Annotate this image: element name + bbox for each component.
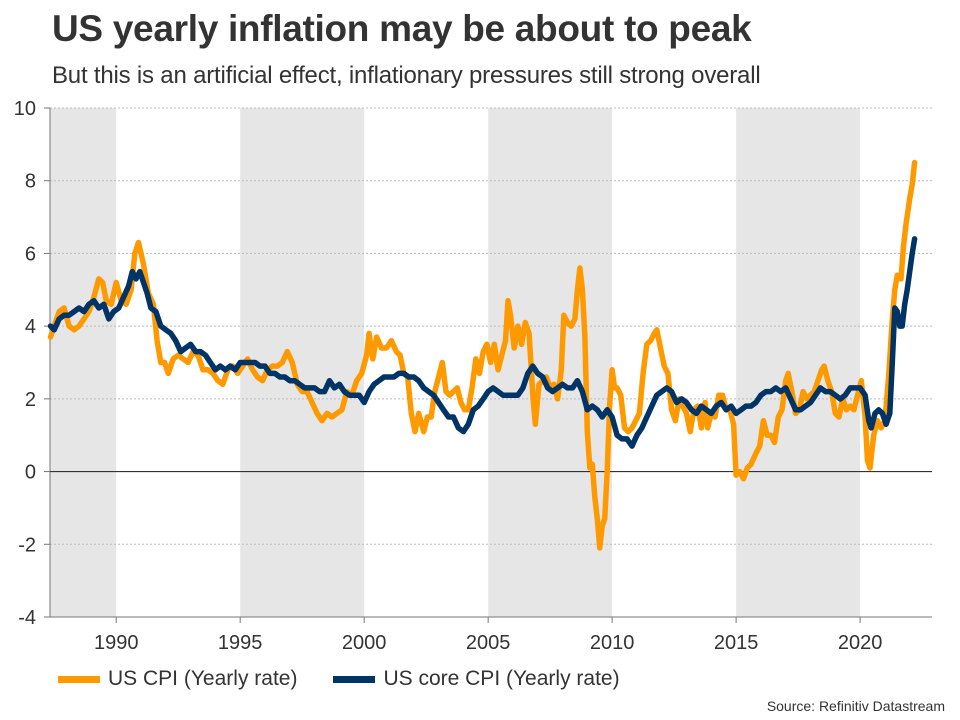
chart-subtitle: But this is an artificial effect, inflat… — [52, 62, 761, 89]
y-tick-label: 0 — [25, 462, 36, 484]
x-tick-label: 2015 — [714, 632, 759, 654]
legend-swatch-core-cpi — [333, 675, 376, 683]
y-tick-label: 4 — [25, 316, 36, 338]
x-tick-label: 2005 — [466, 632, 511, 654]
series-line-core-cpi — [47, 236, 918, 449]
y-tick-label: 6 — [25, 243, 36, 265]
series-lines — [47, 159, 918, 551]
x-tick-label: 2000 — [342, 632, 387, 654]
legend-item-cpi: US CPI (Yearly rate) — [58, 667, 297, 691]
shaded-band — [736, 108, 861, 617]
shaded-band — [240, 108, 365, 617]
x-tick-label: 1995 — [218, 632, 263, 654]
legend: US CPI (Yearly rate) US core CPI (Yearly… — [58, 667, 656, 691]
y-tick-label: -2 — [18, 534, 36, 556]
x-axis-ticks: 1990 1995 2000 2005 2010 2015 2020 — [94, 617, 882, 654]
shaded-band — [488, 108, 613, 617]
x-tick-label: 2010 — [590, 632, 635, 654]
y-tick-label: 10 — [14, 98, 36, 120]
chart-title: US yearly inflation may be about to peak — [52, 8, 752, 49]
series-line-cpi — [47, 159, 918, 551]
y-tick-label: 2 — [25, 389, 36, 411]
shaded-band — [50, 108, 117, 617]
legend-swatch-cpi — [58, 675, 100, 683]
legend-label-core-cpi: US core CPI (Yearly rate) — [383, 667, 620, 690]
y-tick-label: 8 — [25, 171, 36, 193]
gridlines — [50, 107, 932, 545]
shaded-bands — [50, 108, 861, 617]
legend-label-cpi: US CPI (Yearly rate) — [108, 667, 298, 690]
legend-item-core-cpi: US core CPI (Yearly rate) — [333, 667, 620, 691]
x-tick-label: 2020 — [838, 632, 883, 654]
y-axis-ticks: 10 8 6 4 2 0 -2 -4 — [14, 98, 50, 629]
axes — [49, 108, 932, 618]
x-tick-label: 1990 — [94, 632, 139, 654]
source-note: Source: Refinitiv Datastream — [766, 698, 945, 714]
y-tick-label: -4 — [18, 607, 36, 629]
